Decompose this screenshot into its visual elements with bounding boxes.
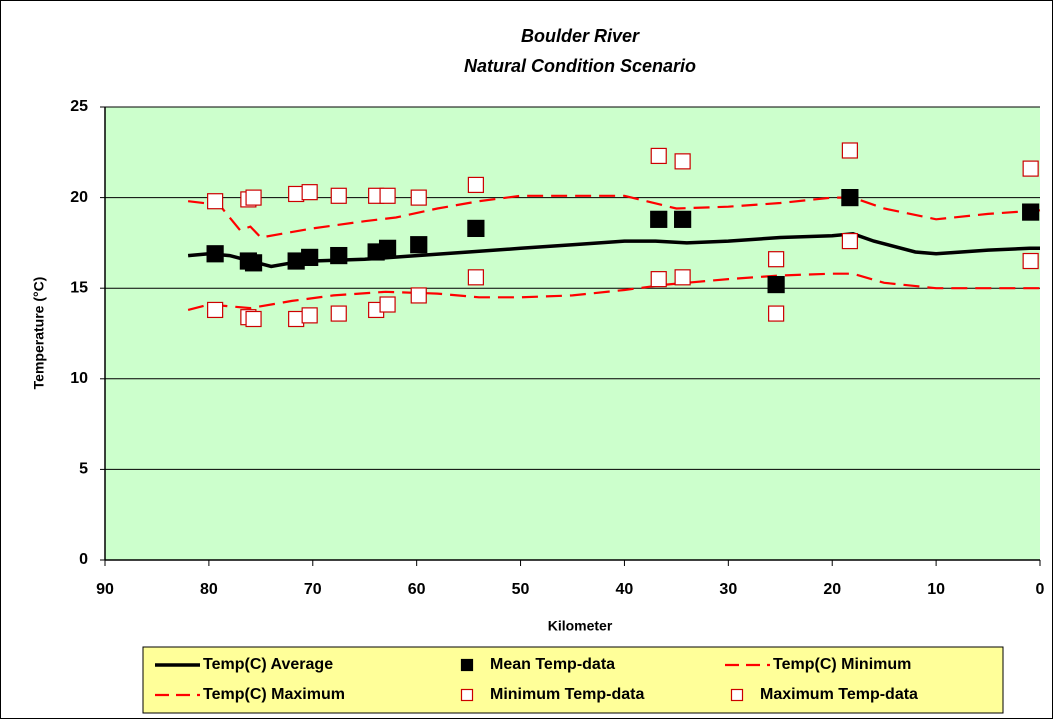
marker [674, 269, 691, 286]
x-tick-label: 40 [616, 581, 634, 598]
y-axis-label: Temperature (°C) [31, 277, 47, 390]
marker [301, 248, 319, 266]
x-tick-label: 80 [200, 581, 218, 598]
x-tick-label: 20 [823, 581, 841, 598]
legend-swatch [460, 688, 474, 702]
marker [650, 147, 667, 165]
marker [410, 236, 428, 254]
marker [301, 184, 318, 201]
marker [301, 307, 318, 324]
plot-area [105, 107, 1040, 560]
marker [288, 185, 305, 203]
y-tick-label: 0 [79, 551, 88, 568]
marker [467, 219, 485, 238]
legend-label: Mean Temp-data [490, 656, 615, 673]
marker [467, 269, 484, 286]
marker [841, 232, 858, 250]
legend-box [142, 646, 1004, 714]
marker [650, 210, 668, 228]
x-tick-label: 0 [1036, 581, 1045, 598]
marker [1022, 160, 1039, 177]
line-series [187, 272, 1040, 311]
marker [245, 189, 262, 206]
y-tick-label: 10 [70, 370, 88, 387]
x-tick-label: 10 [927, 581, 945, 598]
chart-subtitle: Natural Condition Scenario [464, 56, 696, 76]
marker [206, 245, 224, 263]
y-tick-label: 15 [70, 279, 88, 296]
marker [767, 275, 785, 294]
y-tick-label: 20 [70, 189, 88, 206]
y-tick-label: 5 [79, 461, 88, 478]
x-tick-label: 50 [512, 581, 530, 598]
line-series [187, 232, 1040, 269]
marker [768, 251, 785, 268]
marker [1022, 252, 1039, 270]
legend-label: Temp(C) Maximum [203, 686, 345, 703]
legend-swatch [460, 658, 474, 672]
legend-swatch [730, 688, 744, 702]
marker [245, 310, 262, 328]
marker [841, 142, 858, 159]
legend-label: Temp(C) Minimum [773, 656, 911, 673]
marker [330, 246, 348, 265]
marker [467, 176, 484, 194]
marker [330, 305, 347, 322]
marker [330, 187, 347, 204]
marker [207, 301, 224, 319]
line-series [187, 194, 1041, 239]
marker [207, 193, 224, 210]
y-tick-label: 25 [70, 98, 88, 115]
marker [1022, 203, 1040, 221]
legend-label: Temp(C) Average [203, 656, 333, 673]
x-axis-label: Kilometer [548, 618, 613, 634]
x-tick-label: 30 [719, 581, 737, 598]
marker [378, 239, 397, 257]
marker [410, 287, 427, 304]
marker [674, 153, 691, 170]
marker [674, 210, 692, 228]
x-tick-label: 90 [96, 581, 114, 598]
marker [288, 310, 305, 328]
marker [650, 271, 667, 288]
x-tick-label: 70 [304, 581, 322, 598]
legend-label: Minimum Temp-data [490, 686, 644, 703]
marker [768, 305, 785, 322]
marker [379, 187, 396, 204]
legend-label: Maximum Temp-data [760, 686, 918, 703]
marker [244, 254, 263, 272]
marker [379, 296, 396, 313]
marker [410, 189, 427, 206]
marker [841, 189, 859, 207]
x-tick-label: 60 [408, 581, 426, 598]
chart-title: Boulder River [521, 26, 640, 46]
